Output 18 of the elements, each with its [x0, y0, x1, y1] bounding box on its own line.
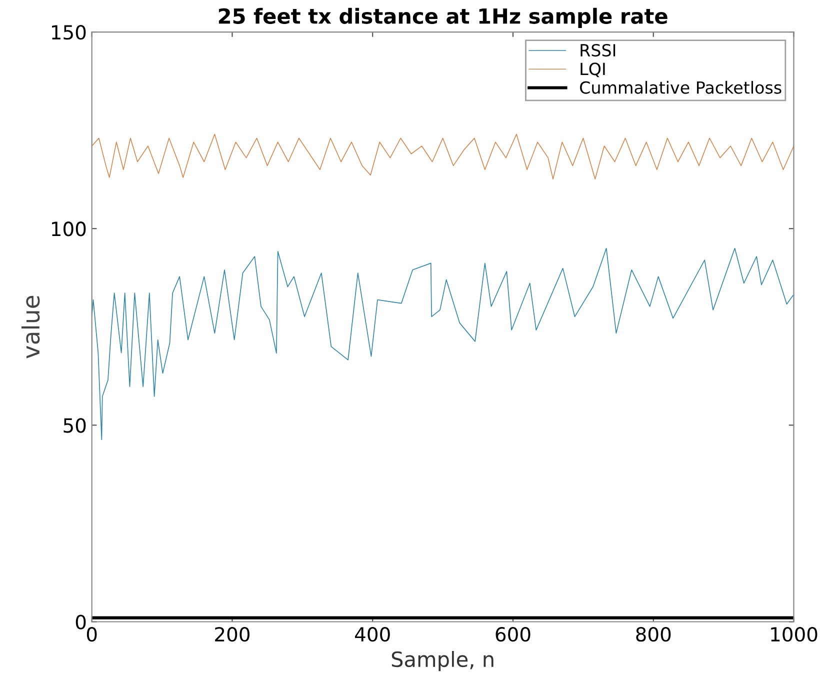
y-axis-title: value	[21, 296, 40, 358]
legend-label: Cummalative Packetloss	[580, 80, 782, 94]
y-tick-label: 50	[64, 418, 86, 433]
x-tick-label: 0	[86, 626, 97, 642]
x-tick-label: 1000	[771, 626, 818, 642]
x-axis-title: Sample, n	[392, 650, 494, 672]
y-tick-label: 0	[76, 614, 86, 630]
x-tick-label: 200	[215, 626, 250, 642]
x-tick-label: 400	[355, 626, 390, 642]
y-tick-label: 100	[52, 222, 86, 236]
legend-label: LQI	[580, 62, 605, 78]
line-series	[92, 248, 794, 440]
chart-title: 25 feet tx distance at 1Hz sample rate	[218, 8, 668, 28]
x-tick-label: 800	[636, 626, 671, 642]
legend-label: RSSI	[580, 44, 616, 57]
y-tick-label: 150	[52, 24, 86, 40]
line-series	[92, 134, 794, 180]
x-tick-label: 600	[496, 626, 530, 642]
